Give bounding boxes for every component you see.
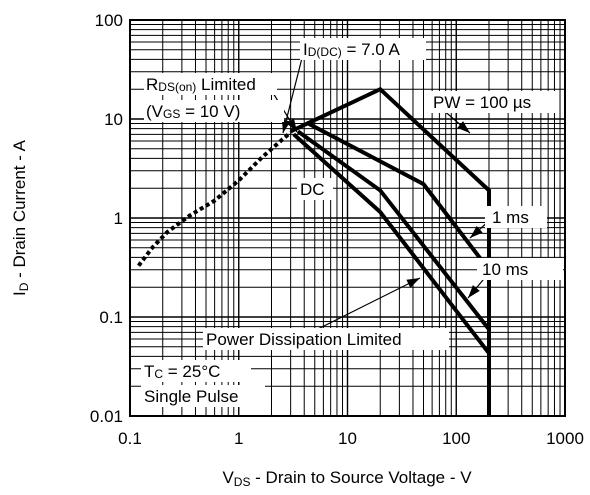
label-background: [477, 258, 563, 280]
tc-label: TC = 25°C: [144, 362, 220, 381]
power-dissipation-label: Power Dissipation Limited: [206, 330, 402, 349]
label-background: [144, 100, 284, 122]
ten-ms-label: 10 ms: [482, 260, 528, 279]
y-tick-label: 100: [95, 11, 123, 30]
one-ms-label: 1 ms: [492, 208, 529, 227]
single-pulse-label: Single Pulse: [144, 387, 239, 406]
series-line-4: [137, 130, 292, 267]
label-background: [485, 206, 547, 228]
x-tick-label: 1000: [546, 429, 584, 448]
series-line-0: [289, 86, 491, 416]
power-dissipation-arrow: [317, 277, 421, 330]
y-tick-label: 0.01: [90, 407, 123, 426]
series-layer: [137, 86, 491, 416]
x-tick-label: 0.1: [118, 429, 142, 448]
x-axis-title: VDS - Drain to Source Voltage - V: [222, 468, 472, 489]
annotation-labels: ID(DC) = 7.0 A RDS(on) Limited (VGS = 10 V…: [141, 38, 563, 407]
y-tick-label: 0.1: [99, 308, 123, 327]
x-tick-label: 100: [442, 429, 470, 448]
id-dc-label: ID(DC) = 7.0 A: [303, 40, 401, 59]
tick-labels: 0.1 1 10 100 1000 0.01 0.1 1 10 100: [90, 11, 584, 448]
series-line-1: [305, 120, 491, 272]
label-background: [297, 178, 333, 200]
label-background: [141, 385, 265, 407]
x-tick-label: 1: [234, 429, 243, 448]
y-tick-label: 10: [104, 110, 123, 129]
series-line-3: [292, 132, 491, 355]
label-background: [141, 360, 251, 382]
label-background: [300, 38, 426, 60]
y-axis-title: ID - Drain Current - A: [10, 139, 31, 296]
series-line-2: [296, 129, 491, 331]
pw-label: PW = 100 µs: [433, 93, 531, 112]
label-background: [203, 328, 449, 350]
label-background: [144, 73, 277, 95]
vgs-label: (VGS = 10 V): [146, 102, 240, 121]
plot-frame: [129, 19, 566, 417]
y-tick-label: 1: [114, 209, 123, 228]
rds-on-label: RDS(on) Limited: [146, 75, 256, 94]
dc-label: DC: [300, 180, 325, 199]
label-background: [431, 91, 555, 113]
x-tick-label: 10: [338, 429, 357, 448]
